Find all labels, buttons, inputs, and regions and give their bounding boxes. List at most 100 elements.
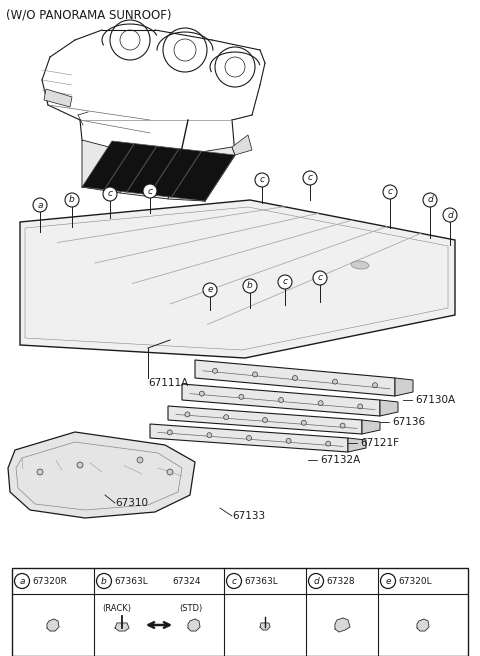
Circle shape (168, 430, 172, 435)
Circle shape (263, 417, 267, 422)
Text: 67363L: 67363L (114, 577, 148, 586)
Polygon shape (195, 360, 395, 396)
Polygon shape (182, 384, 380, 416)
Circle shape (381, 573, 396, 588)
Circle shape (372, 382, 377, 388)
Circle shape (333, 379, 337, 384)
Text: 67363L: 67363L (244, 577, 278, 586)
Circle shape (383, 185, 397, 199)
Circle shape (185, 412, 190, 417)
Bar (12, 568, 468, 656)
Circle shape (203, 283, 217, 297)
Polygon shape (362, 420, 380, 434)
Polygon shape (44, 89, 72, 107)
Circle shape (224, 415, 228, 420)
Circle shape (247, 436, 252, 440)
Polygon shape (150, 424, 348, 452)
Polygon shape (8, 432, 195, 518)
Circle shape (423, 193, 437, 207)
Text: b: b (69, 195, 75, 205)
Text: d: d (447, 211, 453, 220)
Polygon shape (120, 153, 180, 199)
Circle shape (340, 423, 345, 428)
Text: a: a (19, 577, 25, 586)
Text: c: c (387, 188, 393, 197)
Polygon shape (417, 619, 429, 631)
Text: 67320L: 67320L (398, 577, 432, 586)
Polygon shape (47, 619, 59, 631)
Polygon shape (260, 623, 270, 630)
Circle shape (77, 462, 83, 468)
Polygon shape (115, 623, 129, 631)
Circle shape (33, 198, 47, 212)
Text: d: d (427, 195, 433, 205)
Text: c: c (317, 274, 323, 283)
Circle shape (96, 573, 111, 588)
Text: 67111A: 67111A (148, 378, 188, 388)
Circle shape (318, 401, 323, 405)
Circle shape (137, 457, 143, 463)
Circle shape (301, 420, 306, 425)
Text: 67136: 67136 (392, 417, 425, 427)
Polygon shape (168, 406, 362, 434)
Circle shape (313, 271, 327, 285)
Text: (RACK): (RACK) (102, 604, 131, 613)
Circle shape (227, 573, 241, 588)
Polygon shape (348, 438, 366, 452)
Polygon shape (168, 147, 235, 201)
Circle shape (143, 184, 157, 198)
Text: 67320R: 67320R (32, 577, 67, 586)
Text: c: c (283, 277, 288, 287)
Text: c: c (260, 176, 264, 184)
Text: 67132A: 67132A (320, 455, 360, 465)
Polygon shape (395, 378, 413, 396)
Circle shape (443, 208, 457, 222)
Text: a: a (37, 201, 43, 209)
Circle shape (207, 433, 212, 438)
Text: (STD): (STD) (179, 604, 202, 613)
Circle shape (286, 438, 291, 443)
Text: c: c (308, 173, 312, 182)
Polygon shape (82, 140, 132, 193)
Circle shape (213, 368, 217, 373)
Text: 67133: 67133 (232, 511, 265, 521)
Text: c: c (108, 190, 112, 199)
Circle shape (199, 391, 204, 396)
Text: b: b (101, 577, 107, 586)
Circle shape (37, 469, 43, 475)
Circle shape (14, 573, 29, 588)
Text: 67121F: 67121F (360, 438, 399, 448)
Circle shape (243, 279, 257, 293)
Circle shape (303, 171, 317, 185)
Polygon shape (232, 135, 252, 155)
Polygon shape (82, 141, 235, 201)
Circle shape (255, 173, 269, 187)
Text: c: c (147, 186, 153, 195)
Text: c: c (231, 577, 237, 586)
Circle shape (278, 398, 284, 403)
Circle shape (358, 404, 363, 409)
Polygon shape (335, 618, 350, 632)
Circle shape (326, 441, 331, 446)
Polygon shape (20, 200, 455, 358)
Text: b: b (247, 281, 253, 291)
Circle shape (292, 375, 298, 380)
Text: e: e (385, 577, 391, 586)
Text: (W/O PANORAMA SUNROOF): (W/O PANORAMA SUNROOF) (6, 8, 171, 21)
Circle shape (239, 394, 244, 400)
Circle shape (65, 193, 79, 207)
Polygon shape (188, 619, 200, 631)
Circle shape (103, 187, 117, 201)
Circle shape (252, 372, 257, 377)
Text: 67328: 67328 (326, 577, 355, 586)
Text: d: d (313, 577, 319, 586)
Text: 67324: 67324 (172, 577, 201, 586)
Text: 67130A: 67130A (415, 395, 455, 405)
Circle shape (309, 573, 324, 588)
Polygon shape (380, 400, 398, 416)
Circle shape (167, 469, 173, 475)
Text: e: e (207, 285, 213, 295)
Circle shape (278, 275, 292, 289)
Text: 67310: 67310 (115, 498, 148, 508)
Ellipse shape (351, 261, 369, 269)
